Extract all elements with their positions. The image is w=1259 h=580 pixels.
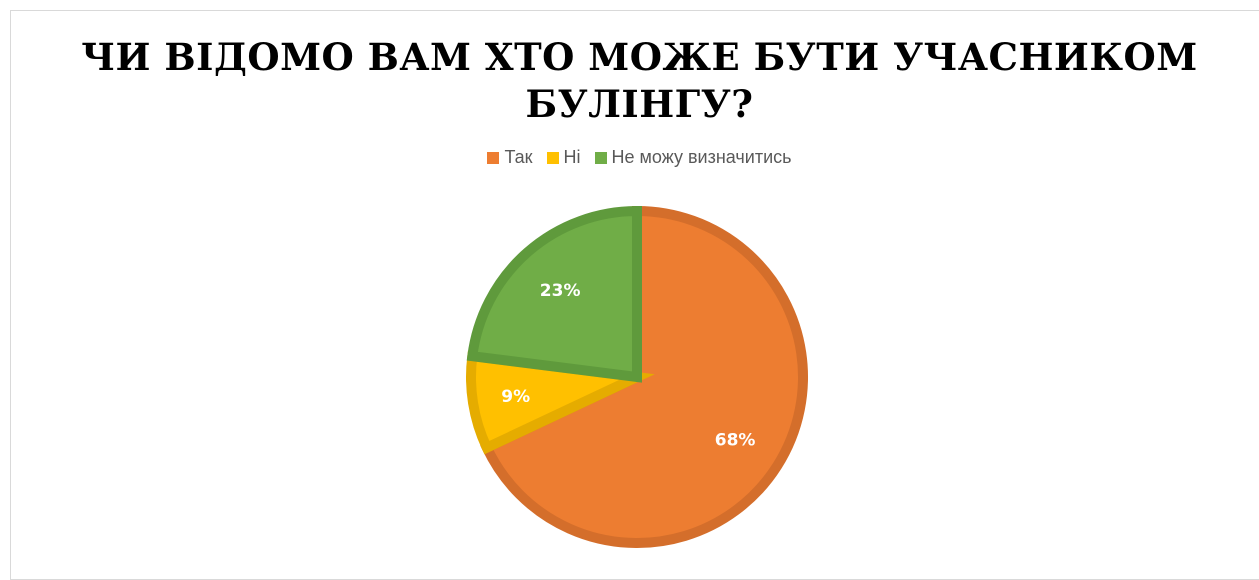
legend-item-ne-mozhu[interactable]: Не можу визначитись (594, 147, 792, 168)
data-label-ne-mozhu: 23% (540, 281, 581, 301)
pie-slices (466, 205, 808, 548)
legend-label-ne-mozhu: Не можу визначитись (611, 147, 792, 167)
data-label-tak: 68% (715, 430, 756, 450)
legend-swatch-ni (546, 151, 559, 164)
chart-title-line-1: ЧИ ВІДОМО ВАМ ХТО МОЖЕ БУТИ УЧАСНИКОМ (81, 35, 1198, 79)
legend-swatch-tak (487, 151, 500, 164)
pie-slice-ne-mozhu[interactable] (466, 205, 642, 383)
legend-item-tak[interactable]: Так (487, 147, 533, 168)
legend-item-ni[interactable]: Ні (546, 147, 581, 168)
pie-chart: 68% 9% 23% (466, 205, 808, 548)
chart-legend: Так Ні Не можу визначитись (0, 147, 1259, 168)
legend-label-ni: Ні (563, 147, 581, 167)
legend-swatch-ne-mozhu (594, 151, 607, 164)
pie-labels: 68% 9% 23% (501, 281, 755, 450)
data-label-ni: 9% (501, 387, 530, 407)
chart-title-line-2: БУЛІНГУ? (525, 82, 754, 126)
legend-label-tak: Так (504, 147, 533, 167)
chart-title: ЧИ ВІДОМО ВАМ ХТО МОЖЕ БУТИ УЧАСНИКОМ БУ… (10, 34, 1259, 128)
